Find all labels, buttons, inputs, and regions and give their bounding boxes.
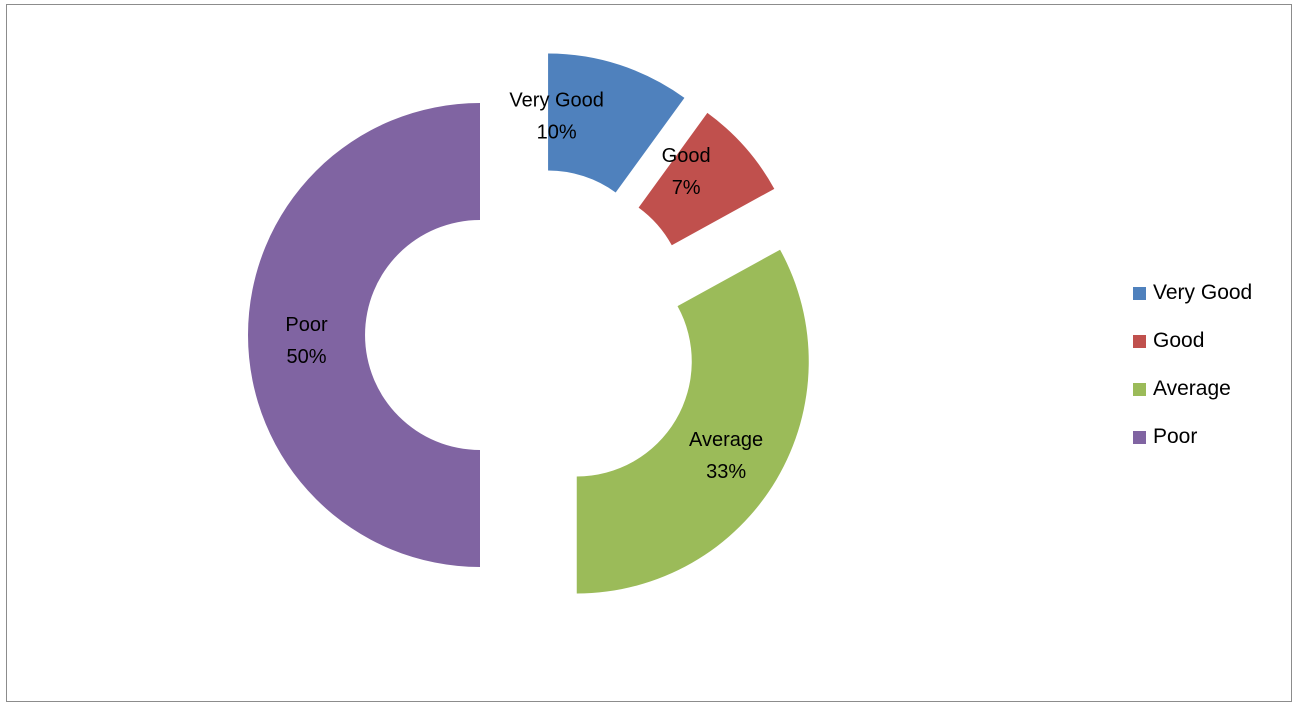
legend-label: Good (1153, 329, 1205, 352)
legend-item-average: Average (1133, 365, 1252, 413)
legend-label: Poor (1153, 425, 1198, 448)
data-label-percent: 50% (286, 346, 326, 368)
legend-swatch (1133, 382, 1146, 396)
data-label-category: Average (689, 429, 763, 451)
legend-label: Very Good (1153, 281, 1253, 304)
data-label-category: Poor (285, 314, 328, 336)
data-label-poor: Poor 50% (285, 314, 328, 368)
data-label-percent: 33% (706, 461, 746, 483)
data-label-percent: 7% (672, 177, 701, 199)
slice-very-good (548, 53, 685, 193)
data-label-percent: 10% (537, 122, 577, 144)
legend-item-very-good: Very Good (1133, 269, 1252, 317)
legend-label: Average (1153, 377, 1231, 400)
chart-legend: Very Good Good Average Poor (1133, 269, 1252, 461)
donut-chart: Very Good 10% Good 7% Average 33% Poor 50% (248, 53, 809, 594)
data-label-category: Good (662, 145, 711, 167)
data-label-very-good: Very Good 10% (509, 90, 604, 144)
legend-swatch (1133, 430, 1146, 444)
legend-swatch (1133, 286, 1146, 300)
slice-good (638, 112, 775, 246)
data-label-good: Good 7% (662, 145, 711, 199)
slice-poor (248, 103, 480, 567)
legend-item-poor: Poor (1133, 413, 1252, 461)
data-label-average: Average 33% (689, 429, 763, 483)
slice-average (576, 249, 809, 594)
data-label-category: Very Good (509, 90, 604, 112)
legend-swatch (1133, 334, 1146, 348)
chart-area: Very Good 10% Good 7% Average 33% Poor 50% Very… (6, 4, 1292, 702)
legend-item-good: Good (1133, 317, 1252, 365)
